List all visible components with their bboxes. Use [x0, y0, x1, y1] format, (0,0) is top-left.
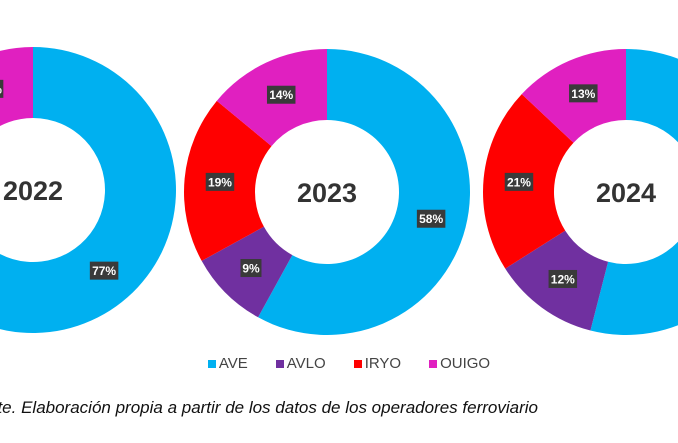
slice-ave — [590, 49, 678, 335]
source-caption: nte. Elaboración propia a partir de los … — [0, 398, 538, 417]
data-label-avlo: 12% — [551, 272, 575, 286]
slice-ave — [258, 49, 470, 335]
data-label-ave: 77% — [92, 264, 116, 278]
slice-ouigo — [0, 47, 33, 127]
legend-label: AVLO — [286, 355, 326, 372]
legend-label: AVE — [218, 355, 248, 372]
legend-label: IRYO — [364, 355, 402, 372]
data-label-bg — [548, 269, 578, 288]
donut-center-year: 2023 — [297, 178, 357, 208]
data-label-iryo: 21% — [507, 175, 531, 189]
donut-center-year: 2024 — [596, 178, 656, 208]
data-label-bg — [266, 85, 296, 104]
legend-item-ouigo: OUIGO — [429, 355, 490, 372]
legend: AVE AVLO IRYO OUIGO — [0, 355, 678, 372]
legend-item-iryo: IRYO — [353, 355, 402, 372]
data-label-ouigo: 14% — [269, 88, 293, 102]
legend-swatch-iryo — [353, 359, 362, 368]
data-label-ave: 58% — [419, 212, 443, 226]
legend-swatch-ave — [207, 359, 216, 368]
data-label-bg — [240, 259, 262, 278]
data-label-bg — [504, 172, 534, 191]
data-label-ouigo: % — [0, 82, 2, 96]
data-label-bg — [89, 261, 119, 280]
data-label-bg — [205, 172, 235, 191]
donut-2022: 77%% 2022 — [0, 47, 176, 333]
data-label-avlo: 9% — [242, 262, 260, 276]
data-label-ouigo: 13% — [571, 87, 595, 101]
data-label-iryo: 19% — [208, 175, 232, 189]
donut-2024: 12% 21% 13% 2024 — [483, 49, 678, 335]
data-label-bg — [0, 79, 4, 98]
legend-item-avlo: AVLO — [275, 355, 326, 372]
slice-ave — [0, 47, 176, 333]
legend-swatch-avlo — [275, 359, 284, 368]
legend-item-ave: AVE — [207, 355, 248, 372]
donut-charts: 77%% 2022 58% 9% 19% 14% 2023 12% 21% 13% 2024 — [0, 47, 678, 335]
data-label-bg — [569, 84, 598, 103]
data-label-bg — [416, 209, 446, 228]
donut-2023: 58% 9% 19% 14% 2023 — [184, 49, 470, 335]
donut-center-year: 2022 — [3, 176, 63, 206]
legend-label: OUIGO — [440, 355, 491, 372]
legend-swatch-ouigo — [429, 359, 438, 368]
